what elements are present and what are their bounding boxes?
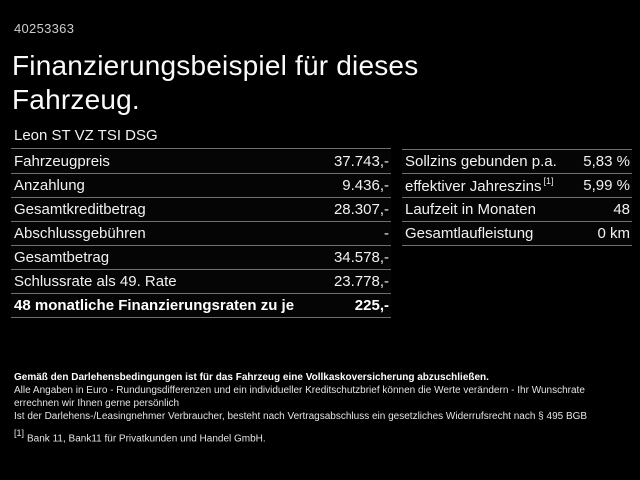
footnote-reference: [1]	[543, 175, 554, 186]
finance-row-value: 225,-	[354, 297, 389, 314]
footnote-bank: [1]Bank 11, Bank11 für Privatkunden und …	[14, 428, 628, 445]
finance-row-value: 28.307,-	[333, 201, 389, 218]
finance-row-value: 23.778,-	[333, 273, 389, 290]
conditions-row: effektiver Jahreszins [1] 5,99 %	[402, 174, 632, 198]
conditions-row: Laufzeit in Monaten 48	[402, 198, 632, 222]
conditions-row-label: Laufzeit in Monaten	[405, 201, 536, 218]
legal-note-withdrawal: Ist der Darlehens-/Leasingnehmer Verbrau…	[14, 411, 588, 422]
finance-table: Fahrzeugpreis 37.743,- Anzahlung 9.436,-…	[11, 150, 391, 318]
finance-row-label: 48 monatliche Finanzierungsraten zu je	[14, 297, 295, 314]
legal-note-insurance: Gemäß den Darlehensbedingungen ist für d…	[14, 372, 489, 383]
conditions-table: Sollzins gebunden p.a. 5,83 % effektiver…	[402, 149, 632, 246]
legal-note-values: Alle Angaben in Euro - Rundungsdifferenz…	[14, 385, 585, 409]
legal-notes: Gemäß den Darlehensbedingungen ist für d…	[14, 371, 628, 445]
page-title: Finanzierungsbeispiel für dieses Fahrzeu…	[12, 50, 419, 115]
finance-row: Schlussrate als 49. Rate 23.778,-	[11, 270, 391, 294]
finance-row-label: Fahrzeugpreis	[14, 153, 110, 170]
footnote-marker: [1]	[14, 428, 25, 438]
conditions-row: Gesamtlaufleistung 0 km	[402, 222, 632, 246]
conditions-row-value: 5,83 %	[583, 153, 630, 170]
finance-row: Abschlussgebühren -	[11, 222, 391, 246]
conditions-row-label: Sollzins gebunden p.a.	[405, 153, 557, 170]
finance-row-value: 9.436,-	[342, 177, 389, 194]
finance-row-label: Gesamtbetrag	[14, 249, 110, 266]
footnote-text: Bank 11, Bank11 für Privatkunden und Han…	[27, 433, 266, 445]
finance-row-value: -	[384, 225, 389, 242]
finance-row: Gesamtkreditbetrag 28.307,-	[11, 198, 391, 222]
finance-row: Anzahlung 9.436,-	[11, 174, 391, 198]
finance-row-value: 37.743,-	[333, 153, 389, 170]
finance-row-label: Schlussrate als 49. Rate	[14, 273, 177, 290]
finance-row-value: 34.578,-	[333, 249, 389, 266]
vehicle-id: 40253363	[14, 21, 75, 36]
conditions-row-label: effektiver Jahreszins [1]	[405, 175, 554, 195]
conditions-row-value: 0 km	[597, 225, 630, 242]
finance-row-label: Anzahlung	[14, 177, 85, 194]
finance-row: Fahrzeugpreis 37.743,-	[11, 150, 391, 174]
finance-row-monthly-rate: 48 monatliche Finanzierungsraten zu je 2…	[11, 294, 391, 318]
finance-row-label: Abschlussgebühren	[14, 225, 146, 242]
finance-row: Gesamtbetrag 34.578,-	[11, 246, 391, 270]
conditions-row-label: Gesamtlaufleistung	[405, 225, 534, 242]
conditions-row-label-text: effektiver Jahreszins	[405, 177, 542, 195]
conditions-row-value: 48	[613, 201, 630, 218]
conditions-row-value: 5,99 %	[583, 177, 630, 194]
conditions-row: Sollzins gebunden p.a. 5,83 %	[402, 150, 632, 174]
vehicle-model: Leon ST VZ TSI DSG	[11, 127, 391, 149]
finance-row-label: Gesamtkreditbetrag	[14, 201, 146, 218]
